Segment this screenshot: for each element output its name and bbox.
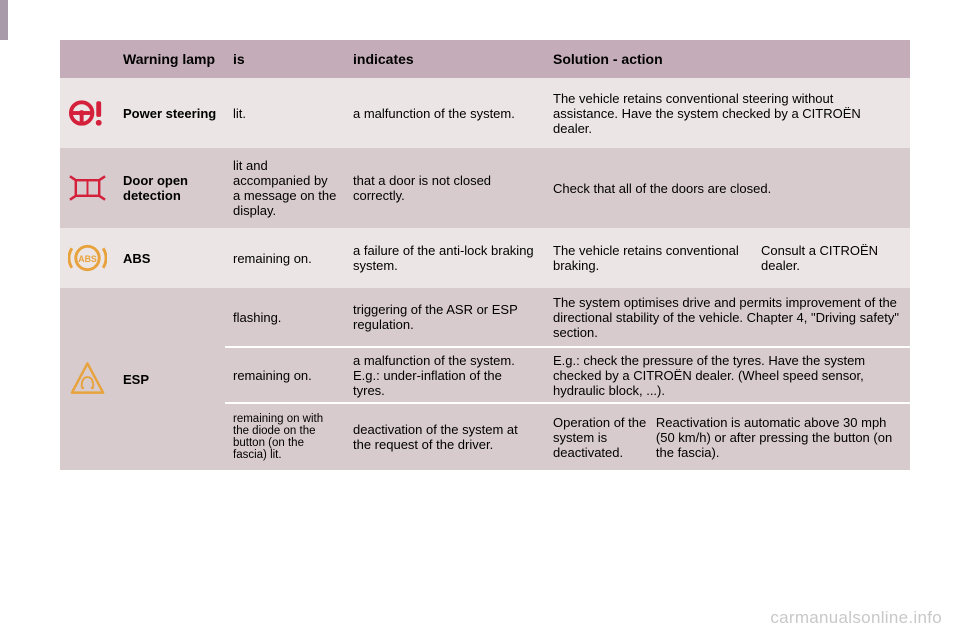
svg-text:ABS: ABS: [78, 254, 97, 264]
watermark-text: carmanualsonline.info: [770, 608, 942, 628]
indicates-cell: triggering of the ASR or ESP regulation.: [345, 288, 545, 346]
is-cell: lit and accompanied by a message on the …: [225, 148, 345, 228]
indicates-cell: a failure of the anti-lock braking syste…: [345, 228, 545, 288]
esp-subrow: remaining on.a malfunction of the system…: [225, 346, 910, 402]
table-row: ABS ABSremaining on.a failure of the ant…: [60, 228, 910, 288]
solution-cell: Operation of the system is deactivated.R…: [545, 402, 910, 470]
hdr-icon-cell: [60, 40, 115, 78]
lamp-name: Door open detection: [115, 148, 225, 228]
esp-subrow: flashing.triggering of the ASR or ESP re…: [225, 288, 910, 346]
indicates-cell: a malfunction of the system. E.g.: under…: [345, 346, 545, 402]
esp-subrows: flashing.triggering of the ASR or ESP re…: [225, 288, 910, 470]
is-cell: remaining on.: [225, 346, 345, 402]
door-icon: [60, 148, 115, 228]
esp-icon: [60, 288, 115, 470]
is-cell: lit.: [225, 78, 345, 148]
table-row: Door open detectionlit and accompanied b…: [60, 148, 910, 228]
table-header-row: Warning lamp is indicates Solution - act…: [60, 40, 910, 78]
is-cell: flashing.: [225, 288, 345, 346]
table-row-esp: ESPflashing.triggering of the ASR or ESP…: [60, 288, 910, 470]
solution-cell: The vehicle retains conventional steerin…: [545, 78, 910, 148]
lamp-name: ABS: [115, 228, 225, 288]
hdr-ind-cell: indicates: [345, 40, 545, 78]
lamp-name: ESP: [115, 288, 225, 470]
table-row: Power steeringlit.a malfunction of the s…: [60, 78, 910, 148]
hdr-lamp-cell: Warning lamp: [115, 40, 225, 78]
esp-subrow: remaining on with the diode on the butto…: [225, 402, 910, 470]
solution-cell: The vehicle retains conventional braking…: [545, 228, 910, 288]
lamp-name: Power steering: [115, 78, 225, 148]
solution-cell: Check that all of the doors are closed.: [545, 148, 910, 228]
indicates-cell: deactivation of the system at the reques…: [345, 402, 545, 470]
indicates-cell: that a door is not closed correctly.: [345, 148, 545, 228]
solution-cell: E.g.: check the pressure of the tyres. H…: [545, 346, 910, 402]
hdr-sol-cell: Solution - action: [545, 40, 910, 78]
steering-icon: [60, 78, 115, 148]
solution-cell: The system optimises drive and permits i…: [545, 288, 910, 346]
hdr-is-cell: is: [225, 40, 345, 78]
indicates-cell: a malfunction of the system.: [345, 78, 545, 148]
is-cell: remaining on.: [225, 228, 345, 288]
abs-icon: ABS: [60, 228, 115, 288]
is-cell: remaining on with the diode on the butto…: [225, 402, 345, 470]
left-accent-bar: [0, 0, 8, 40]
table-body: Power steeringlit.a malfunction of the s…: [60, 78, 910, 470]
warning-lamp-table: Warning lamp is indicates Solution - act…: [60, 40, 910, 470]
